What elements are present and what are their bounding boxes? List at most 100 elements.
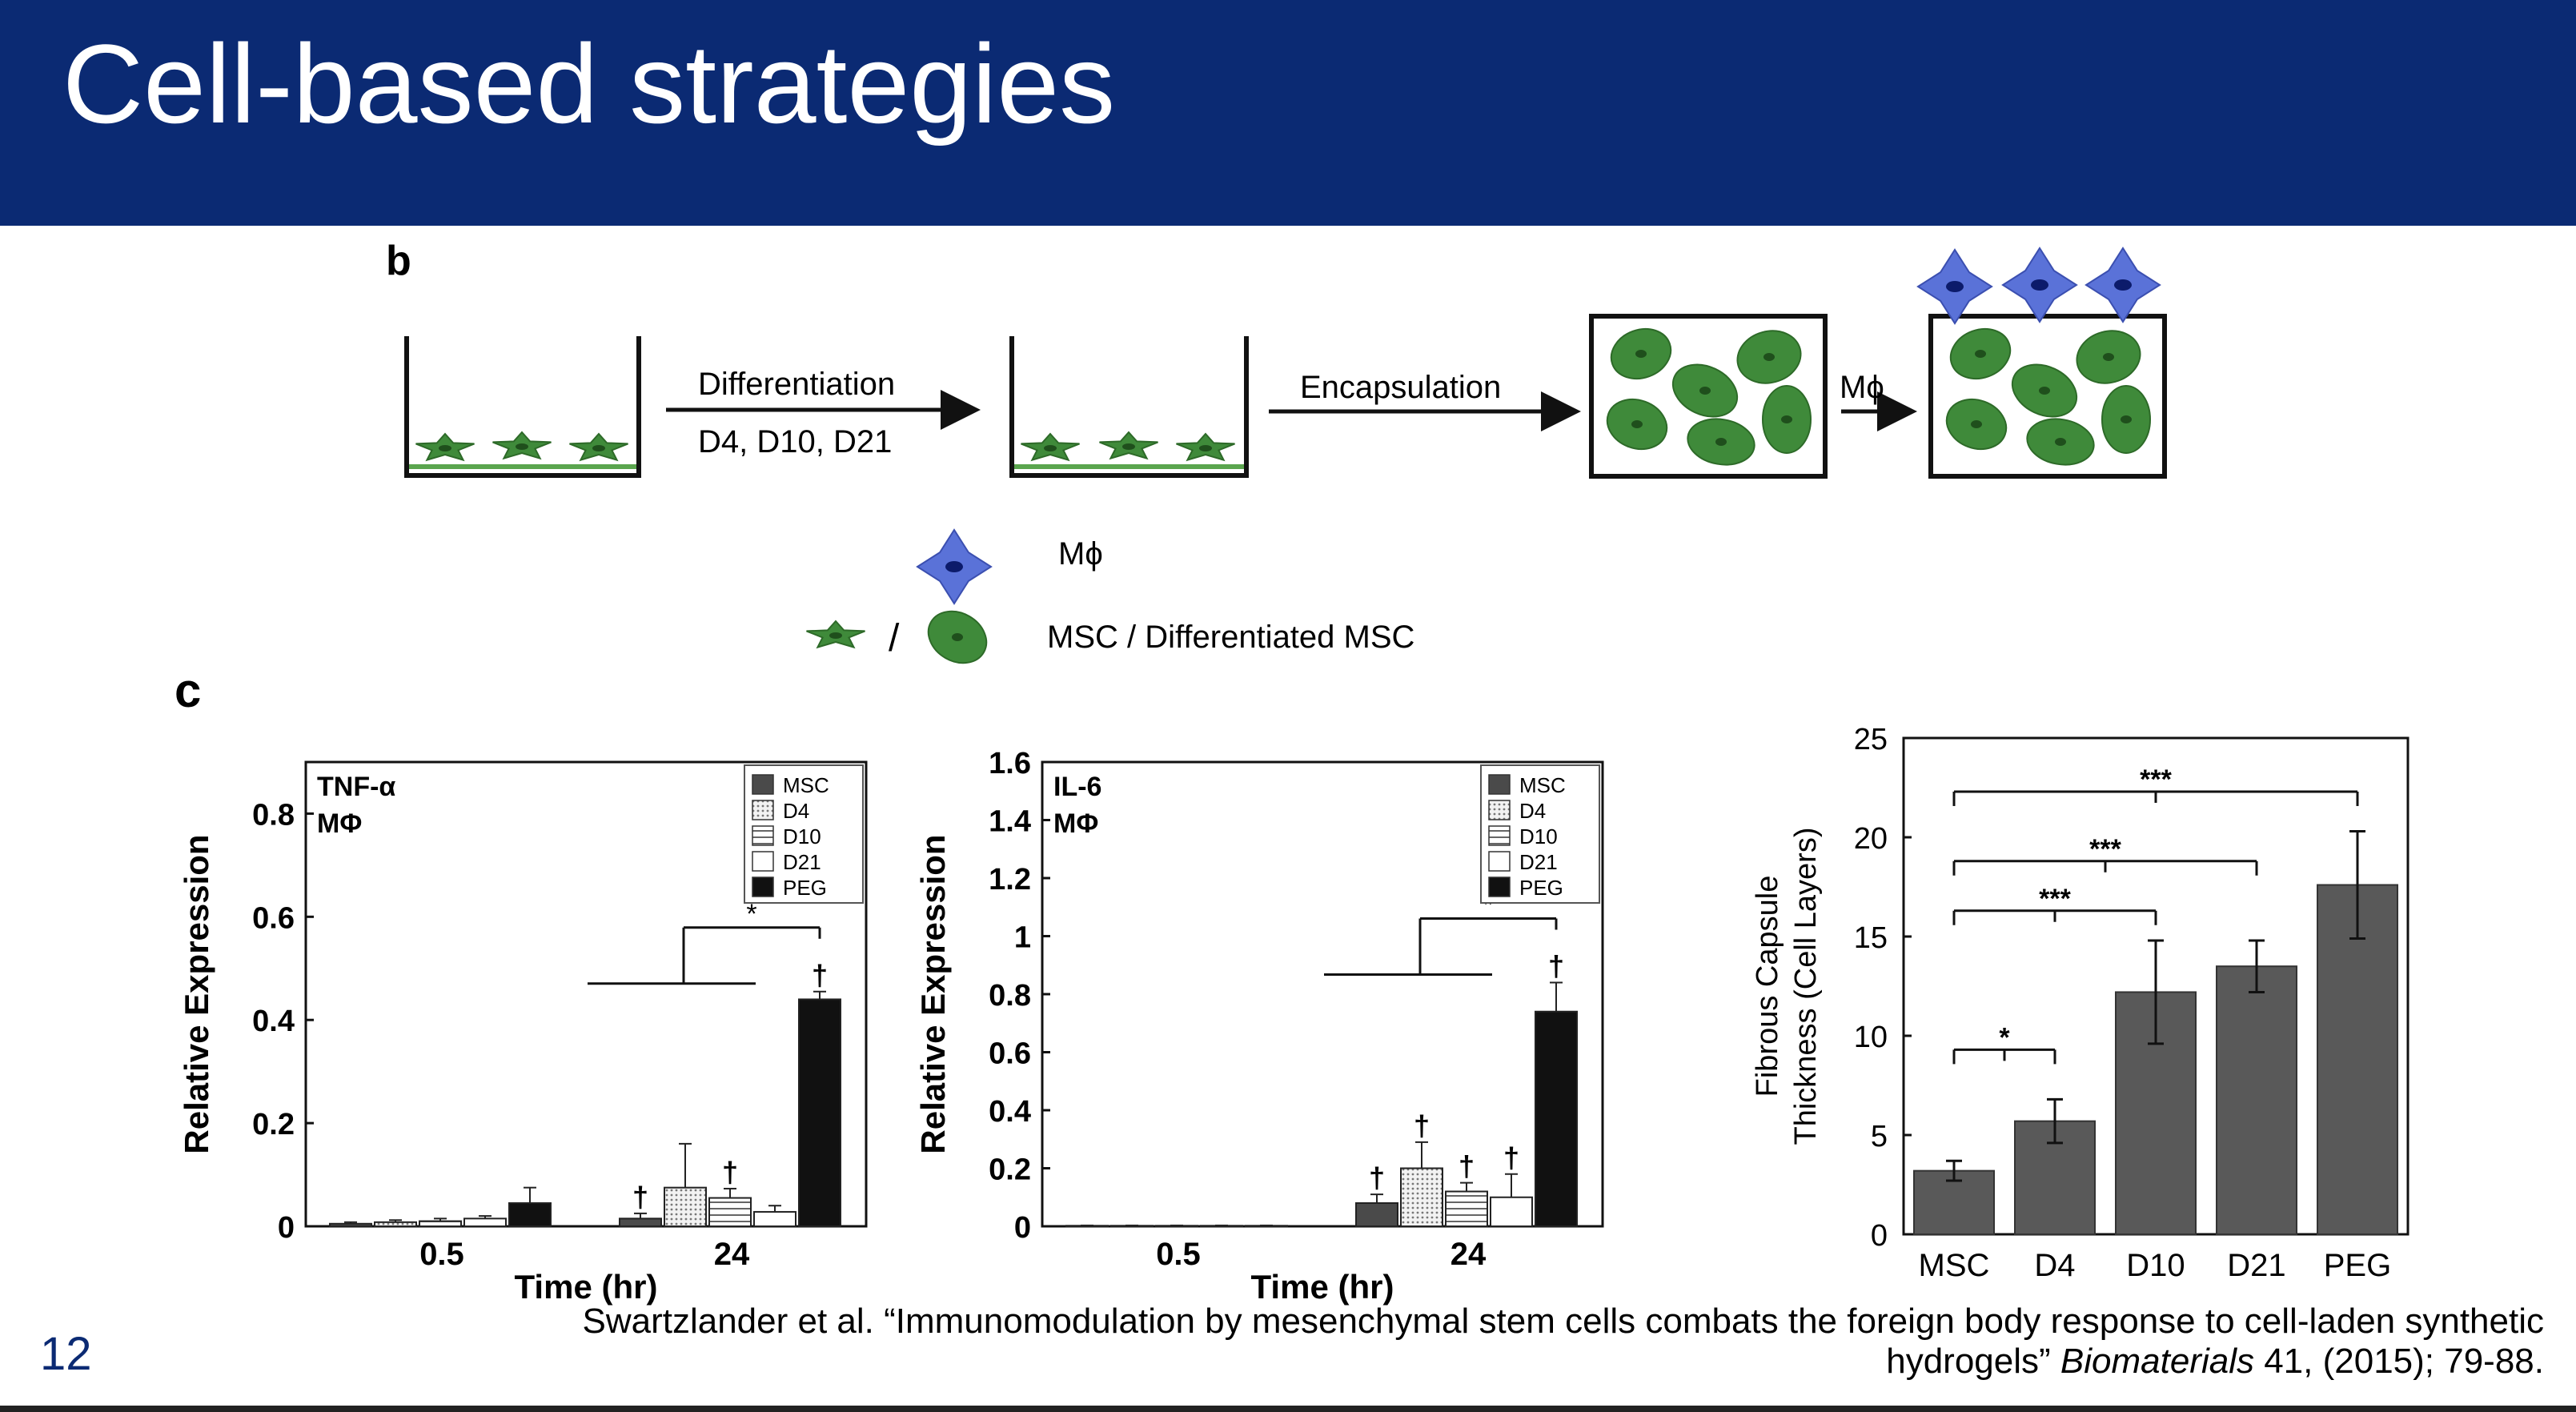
bar [1445,1190,1488,1227]
y-tick-label: 0 [278,1211,295,1245]
nucleus-icon [1946,281,1964,292]
slide-title: Cell-based strategies [62,21,1116,146]
y-axis-label: Relative Expression [914,834,952,1153]
bar [508,1202,552,1227]
x-tick-label: 24 [1451,1237,1487,1272]
nucleus-icon [1631,420,1643,428]
dagger-mark: † [1503,1141,1519,1174]
bar [1400,1167,1443,1227]
nucleus-icon [2031,279,2048,291]
legend-label: D4 [1519,799,1546,823]
y-tick-label: 5 [1871,1120,1888,1153]
dagger-mark: † [1414,1109,1430,1142]
dagger-mark: † [1369,1161,1385,1194]
panel-subtitle: MΦ [1053,808,1098,839]
bar [1535,1010,1578,1227]
legend-swatch [752,851,774,872]
nucleus-icon [2039,387,2050,395]
y-tick-label: 1.6 [989,747,1031,780]
legend-label: D10 [1519,824,1558,848]
bar [664,1186,707,1228]
macrophage-arrow-label: Mϕ [1840,370,1884,405]
bar [619,1217,662,1227]
legend-macrophage-label: Mϕ [1058,536,1103,572]
nucleus-icon [1199,445,1212,451]
bar [1355,1202,1398,1227]
nucleus-icon [1122,443,1135,450]
citation: Swartzlander et al. “Immunomodulation by… [303,1302,2544,1382]
days-label: D4, D10, D21 [698,424,893,459]
nucleus-icon [1971,420,1982,428]
x-tick-label: 24 [714,1237,750,1272]
dagger-mark: † [632,1181,648,1213]
legend-swatch [1488,876,1511,897]
x-tick-label: D10 [2126,1248,2185,1283]
nucleus-icon [1715,438,1727,446]
nucleus-icon [1699,387,1711,395]
y-tick-label: 1.2 [989,863,1031,897]
significance-label: *** [2039,884,2071,914]
nucleus-icon [2114,279,2132,291]
nucleus-icon [2103,353,2114,361]
citation-line-2: hydrogels” Biomaterials 41, (2015); 79-8… [303,1342,2544,1382]
dagger-mark: † [722,1156,738,1189]
bar [419,1220,462,1227]
nucleus-icon [1044,445,1057,451]
citation-text: hydrogels” [1886,1342,2060,1381]
nucleus-icon [1763,353,1775,361]
significance-label: * [746,899,756,929]
y-tick-label: 0 [1014,1211,1031,1245]
bar [798,998,841,1227]
panel-c-label: c [175,664,202,717]
bar [463,1217,507,1227]
x-tick-label: MSC [1919,1248,1990,1283]
nucleus-icon [1781,415,1792,423]
legend-label: MSC [1519,773,1566,797]
bottom-rule [0,1406,2576,1412]
y-tick-label: 0.2 [989,1153,1031,1187]
y-tick-label: 1.4 [989,805,1031,839]
x-tick-label: D4 [2034,1248,2075,1283]
capsule-thickness-chart: 0 5 10 15 20 25 Fibrous Capsule Thickness (Cell… [1751,723,2409,1283]
nucleus-icon [952,633,963,641]
bar [374,1221,417,1227]
y-axis-label: Relative Expression [178,834,215,1153]
bar [753,1210,796,1228]
significance-label: *** [2089,834,2121,864]
legend-swatch [1488,774,1511,795]
culture-well [1009,336,1249,478]
legend-label: D10 [783,824,821,848]
x-axis-label: Time (hr) [1251,1268,1394,1306]
nucleus-icon [829,632,842,639]
encapsulation-label: Encapsulation [1300,370,1502,405]
y-tick-label: 10 [1854,1021,1888,1054]
panel-subtitle: MΦ [317,808,362,839]
legend-swatch [1488,825,1511,846]
schematic-diagram [404,247,2167,664]
legend-label: PEG [783,876,827,900]
dagger-mark: † [812,959,828,992]
legend-label: D4 [783,799,809,823]
nucleus-icon [439,445,451,451]
panel-title: TNF-α [317,772,395,802]
page-number: 12 [40,1328,92,1380]
x-axis-label: Time (hr) [515,1268,658,1306]
panel-title: IL-6 [1053,772,1101,802]
y-tick-label: 0.6 [252,901,295,935]
citation-journal: Biomaterials [2060,1342,2254,1381]
dagger-mark: † [1459,1150,1475,1183]
bar [329,1222,372,1227]
panel-b-label: b [386,238,411,284]
legend-swatch [752,800,774,820]
y-tick-label: 0.4 [252,1005,295,1038]
legend-swatch [1488,851,1511,872]
x-tick-label: D21 [2227,1248,2285,1283]
legend-swatch [1488,800,1511,820]
nucleus-icon [1635,350,1647,358]
significance-label: * [1999,1022,2010,1053]
differentiation-label: Differentiation [698,367,896,402]
y-tick-label: 15 [1854,921,1888,955]
il6-chart: 0 0.2 0.4 0.6 0.8 1 1.2 1.4 1.6 Relative Expressi… [914,747,1604,1306]
legend-label: PEG [1519,876,1563,900]
significance-label: *** [2140,764,2172,795]
